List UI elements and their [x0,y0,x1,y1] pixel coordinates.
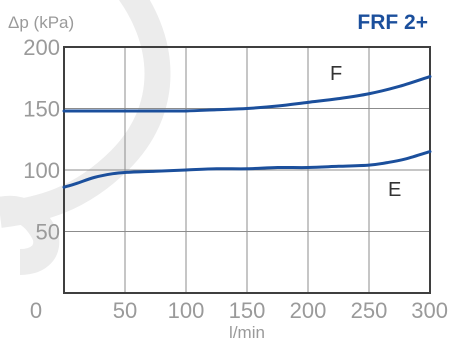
y-tick-label: 100 [23,158,60,183]
x-tick-label: 150 [229,298,266,323]
x-tick-label: 200 [290,298,327,323]
y-tick-labels: 50 100 150 200 [23,35,60,245]
plot-frame [63,46,431,294]
watermark-arc-lower [0,195,60,275]
series-line-e [62,150,432,189]
x-tick-labels: 0 50 100 150 200 250 300 [30,298,448,323]
y-tick-label: 50 [36,220,60,245]
x-tick-label: 50 [113,298,137,323]
y-axis-label: Δp (kPa) [8,13,74,32]
series-label-e: E [388,179,401,201]
x-tick-label: 100 [168,298,205,323]
chart-title: FRF 2+ [357,11,428,34]
x-tick-label: 300 [411,298,448,323]
series-line-f [62,75,432,113]
series-label-f: F [330,63,342,85]
x-tick-label: 0 [30,298,42,323]
x-axis-label: l/min [229,323,265,342]
series-group [62,75,432,189]
y-tick-label: 200 [23,35,60,60]
x-tick-label: 250 [351,298,388,323]
y-tick-label: 150 [23,97,60,122]
